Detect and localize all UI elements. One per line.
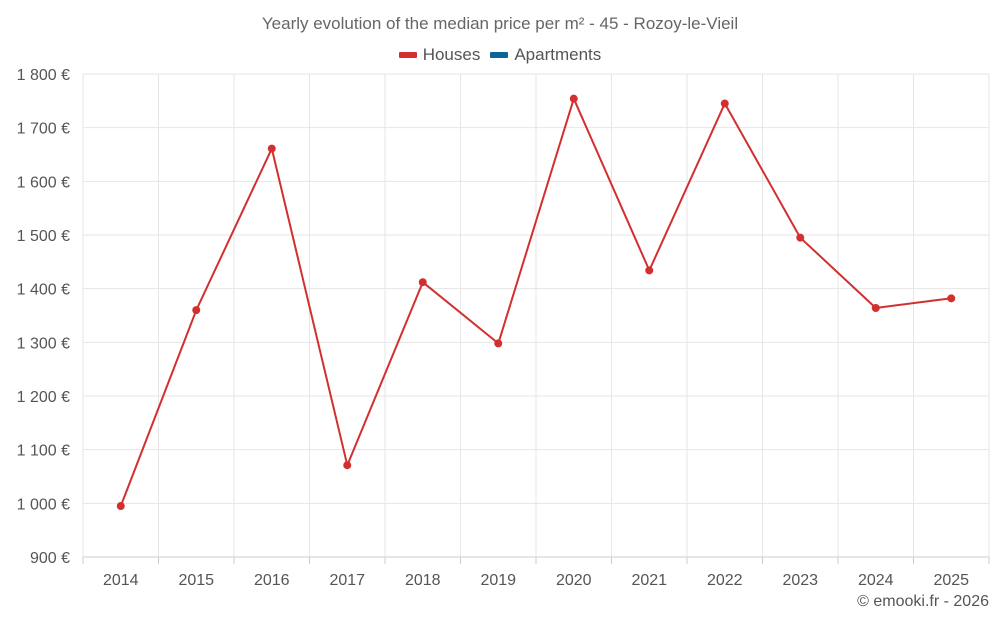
data-point-2019[interactable] <box>494 339 503 348</box>
chart-legend: Houses Apartments <box>0 45 1000 65</box>
data-point-2017[interactable] <box>343 461 352 470</box>
grid-layer <box>82 73 990 558</box>
data-point-2022[interactable] <box>720 99 729 108</box>
x-tick-label: 2016 <box>254 572 290 589</box>
data-point-2021[interactable] <box>645 266 654 275</box>
x-tick-label: 2022 <box>707 572 743 589</box>
data-point-2018[interactable] <box>418 278 427 287</box>
legend-swatch-apartments <box>490 52 509 58</box>
credit-text: © emooki.fr - 2026 <box>857 593 989 610</box>
data-point-2025[interactable] <box>947 294 956 303</box>
series-line-houses <box>119 97 952 507</box>
data-point-2016[interactable] <box>267 144 276 153</box>
x-tick-label: 2017 <box>329 572 365 589</box>
y-tick-label: 1 700 € <box>17 121 70 138</box>
x-tick-label: 2019 <box>480 572 516 589</box>
legend-swatch-houses <box>398 52 417 58</box>
x-tick-label: 2018 <box>405 572 441 589</box>
y-tick-label: 1 800 € <box>17 67 70 84</box>
y-tick-label: 1 300 € <box>17 335 70 352</box>
legend-item-apartments[interactable]: Apartments <box>490 45 601 65</box>
y-tick-label: 1 200 € <box>17 389 70 406</box>
data-point-2014[interactable] <box>116 502 125 511</box>
y-tick-label: 1 000 € <box>17 496 70 513</box>
x-tick-label: 2024 <box>858 572 894 589</box>
y-tick-label: 1 600 € <box>17 174 70 191</box>
data-point-2020[interactable] <box>569 94 578 103</box>
legend-label-houses: Houses <box>422 45 481 64</box>
x-tick-label: 2023 <box>782 572 818 589</box>
legend-item-houses[interactable]: Houses <box>398 45 481 65</box>
y-tick-label: 1 100 € <box>17 443 70 460</box>
series-layer <box>116 94 956 511</box>
x-tick-label: 2020 <box>556 572 592 589</box>
y-tick-label: 900 € <box>30 550 70 567</box>
data-point-2015[interactable] <box>192 306 201 315</box>
x-tick-label: 2021 <box>631 572 667 589</box>
x-tick-label: 2025 <box>933 572 969 589</box>
data-point-2023[interactable] <box>796 233 805 242</box>
y-tick-label: 1 500 € <box>17 228 70 245</box>
data-point-2024[interactable] <box>871 303 880 312</box>
legend-label-apartments: Apartments <box>514 45 602 64</box>
x-tick-label: 2015 <box>178 572 214 589</box>
x-tick-label: 2014 <box>103 572 139 589</box>
chart-title: Yearly evolution of the median price per… <box>261 14 739 33</box>
y-tick-label: 1 400 € <box>17 282 70 299</box>
axis-layer: 900 € 1 000 € 1 100 € 1 200 € 1 300 € 1 400 €… <box>17 67 990 589</box>
